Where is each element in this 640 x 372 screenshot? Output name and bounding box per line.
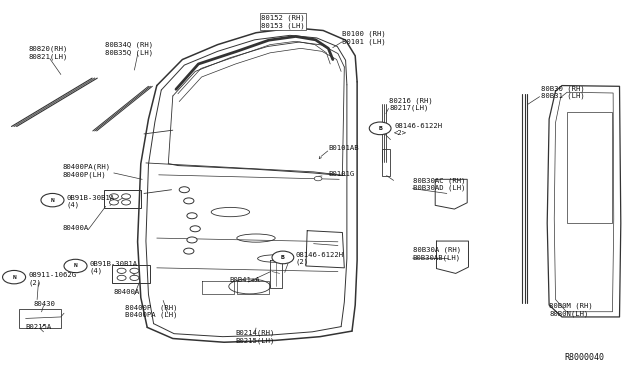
- Text: 80B34Q (RH)
80B35Q (LH): 80B34Q (RH) 80B35Q (LH): [105, 42, 154, 56]
- Bar: [382, 149, 390, 176]
- Circle shape: [41, 193, 64, 207]
- Circle shape: [130, 268, 139, 273]
- Circle shape: [184, 198, 194, 204]
- Circle shape: [130, 275, 139, 280]
- Text: B0B41+A: B0B41+A: [229, 277, 260, 283]
- Text: 80820(RH)
80821(LH): 80820(RH) 80821(LH): [28, 46, 68, 60]
- Bar: [112, 265, 150, 283]
- Text: 80400P  (RH)
B0400PA (LH): 80400P (RH) B0400PA (LH): [125, 304, 177, 318]
- Text: B: B: [378, 126, 382, 131]
- Text: B: B: [281, 255, 285, 260]
- Circle shape: [187, 237, 197, 243]
- Text: 80B30AC (RH)
B0B30AD (LH): 80B30AC (RH) B0B30AD (LH): [413, 177, 465, 191]
- Text: 80216 (RH)
80217(LH): 80216 (RH) 80217(LH): [389, 97, 433, 111]
- Text: B0214(RH)
B0215(LH): B0214(RH) B0215(LH): [235, 330, 275, 344]
- Text: 80400PA(RH)
80400P(LH): 80400PA(RH) 80400P(LH): [63, 163, 111, 177]
- Text: B0101AB: B0101AB: [328, 145, 359, 151]
- Circle shape: [314, 176, 322, 181]
- Text: B0215A: B0215A: [26, 324, 52, 330]
- Text: 80B30A (RH)
B0B30AB(LH): 80B30A (RH) B0B30AB(LH): [413, 247, 461, 261]
- Text: N: N: [12, 275, 16, 280]
- Circle shape: [3, 270, 26, 284]
- Circle shape: [179, 187, 189, 193]
- Circle shape: [117, 268, 126, 273]
- Text: B0100 (RH)
80101 (LH): B0100 (RH) 80101 (LH): [342, 31, 386, 45]
- Circle shape: [64, 259, 87, 273]
- Text: 08146-6122H
<2>: 08146-6122H <2>: [394, 123, 442, 136]
- Bar: [567, 112, 612, 223]
- Text: 80430: 80430: [33, 301, 55, 307]
- Circle shape: [190, 226, 200, 232]
- Text: 08911-1062G
(2): 08911-1062G (2): [28, 272, 76, 285]
- Text: 80400A: 80400A: [114, 289, 140, 295]
- Bar: [104, 190, 141, 208]
- Text: 80B30 (RH)
80B31 (LH): 80B30 (RH) 80B31 (LH): [541, 85, 584, 99]
- Text: N: N: [74, 263, 77, 269]
- Circle shape: [122, 194, 131, 199]
- Text: N: N: [51, 198, 54, 203]
- Circle shape: [369, 122, 391, 135]
- Circle shape: [109, 194, 118, 199]
- Circle shape: [122, 200, 131, 205]
- Text: B0101G: B0101G: [328, 171, 355, 177]
- Circle shape: [184, 248, 194, 254]
- Text: 80B0M (RH)
80B0N(LH): 80B0M (RH) 80B0N(LH): [549, 302, 593, 317]
- Circle shape: [109, 200, 118, 205]
- Text: 0B91B-30B1A
(4): 0B91B-30B1A (4): [90, 261, 138, 274]
- Circle shape: [272, 251, 294, 264]
- Text: 0B91B-30B1A
(4): 0B91B-30B1A (4): [67, 195, 115, 208]
- Text: 80152 (RH)
80153 (LH): 80152 (RH) 80153 (LH): [261, 15, 305, 29]
- Circle shape: [117, 275, 126, 280]
- Bar: [19, 309, 61, 328]
- Circle shape: [187, 213, 197, 219]
- Text: 80400A: 80400A: [63, 225, 89, 231]
- Text: 08146-6122H
(2): 08146-6122H (2): [296, 252, 344, 265]
- Text: R8000040: R8000040: [564, 353, 605, 362]
